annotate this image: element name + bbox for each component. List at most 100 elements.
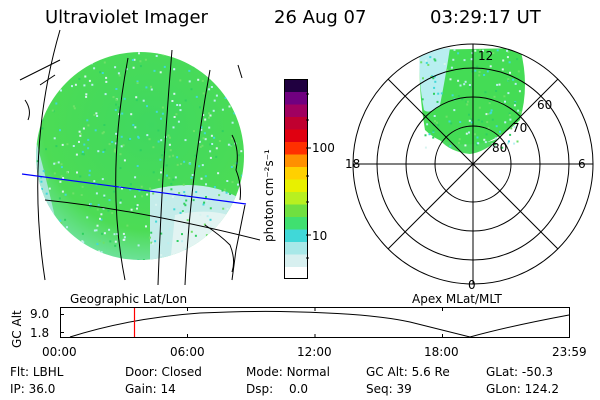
geographic-grid [37, 29, 261, 286]
image-pixel [517, 70, 520, 73]
image-pixel [206, 199, 209, 202]
image-pixel [42, 170, 45, 173]
mlt-label-18: 18 [345, 157, 360, 171]
colorbar-swatch [284, 104, 308, 117]
image-pixel [161, 154, 163, 157]
image-pixel [461, 98, 464, 101]
image-pixel [157, 129, 160, 132]
image-pixel [210, 86, 213, 88]
image-pixel [150, 231, 153, 234]
image-pixel [484, 141, 487, 144]
image-pixel [96, 243, 99, 246]
colorbar-swatch [284, 116, 308, 130]
image-pixel [36, 161, 39, 164]
image-pixel [425, 61, 428, 64]
image-pixel [151, 242, 154, 245]
image-pixel [93, 114, 96, 116]
image-pixel [78, 77, 81, 80]
image-pixel [129, 183, 132, 186]
image-pixel [93, 180, 96, 183]
colorbar-swatch [284, 179, 308, 192]
image-pixel [103, 195, 106, 198]
info-ip-label: IP: [10, 382, 25, 396]
image-pixel [79, 175, 82, 178]
image-pixel [514, 82, 517, 85]
image-pixel [468, 131, 470, 134]
image-pixel [80, 194, 83, 196]
image-pixel [97, 203, 100, 206]
image-pixel [181, 210, 184, 213]
altitude-ylabel: GC Alt [10, 310, 24, 348]
image-pixel [95, 229, 98, 232]
info-flt-value: LBHL [32, 365, 64, 379]
image-pixel [83, 84, 86, 87]
info-door-label: Door: [125, 365, 158, 379]
image-pixel [204, 118, 207, 121]
image-pixel [87, 147, 90, 150]
image-pixel [184, 99, 187, 102]
image-pixel [161, 106, 164, 109]
colorbar-swatch [284, 254, 308, 267]
image-pixel [193, 130, 195, 133]
image-pixel [453, 109, 456, 112]
image-pixel [158, 215, 161, 218]
image-pixel [230, 143, 233, 146]
image-pixel [155, 203, 158, 206]
image-pixel [166, 174, 168, 177]
image-pixel [457, 95, 460, 98]
image-pixel [487, 113, 490, 115]
image-pixel [175, 113, 178, 116]
image-pixel [120, 145, 123, 148]
image-pixel [182, 246, 185, 249]
image-pixel [60, 166, 63, 169]
image-pixel [132, 124, 135, 126]
image-pixel [199, 145, 202, 148]
image-pixel [78, 140, 80, 143]
image-pixel [119, 201, 122, 204]
image-pixel [205, 234, 208, 237]
image-pixel [229, 193, 232, 195]
image-pixel [209, 156, 212, 159]
image-pixel [40, 176, 43, 179]
image-pixel [72, 105, 75, 108]
image-pixel [139, 65, 142, 68]
image-pixel [102, 151, 105, 153]
image-pixel [494, 137, 497, 140]
image-pixel [95, 112, 98, 115]
image-pixel [485, 133, 488, 136]
image-pixel [179, 104, 181, 107]
image-pixel [139, 149, 142, 152]
image-pixel [478, 74, 481, 77]
image-pixel [451, 94, 454, 97]
image-pixel [102, 131, 105, 134]
image-pixel [117, 106, 120, 109]
image-pixel [506, 49, 508, 52]
image-pixel [432, 129, 435, 132]
image-pixel [134, 205, 137, 208]
image-pixel [209, 207, 212, 210]
image-pixel [471, 70, 474, 73]
image-pixel [163, 65, 166, 68]
image-pixel [228, 105, 231, 108]
image-pixel [190, 88, 193, 91]
image-pixel [179, 211, 182, 214]
image-pixel [427, 97, 430, 100]
image-pixel [206, 215, 209, 218]
image-pixel [179, 79, 182, 82]
image-pixel [508, 112, 511, 115]
image-pixel [203, 132, 206, 135]
image-pixel [53, 137, 56, 140]
image-pixel [482, 49, 484, 52]
image-pixel [489, 51, 492, 54]
image-pixel [155, 220, 158, 223]
colorbar-swatch [284, 129, 308, 142]
image-pixel [496, 83, 499, 86]
image-pixel [508, 61, 511, 64]
image-pixel [86, 216, 89, 219]
image-pixel [48, 187, 51, 190]
image-pixel [436, 100, 439, 103]
colorbar-swatch [284, 229, 308, 242]
image-pixel [89, 203, 92, 205]
image-pixel [202, 114, 205, 116]
info-gain: Gain: 14 [125, 382, 176, 396]
